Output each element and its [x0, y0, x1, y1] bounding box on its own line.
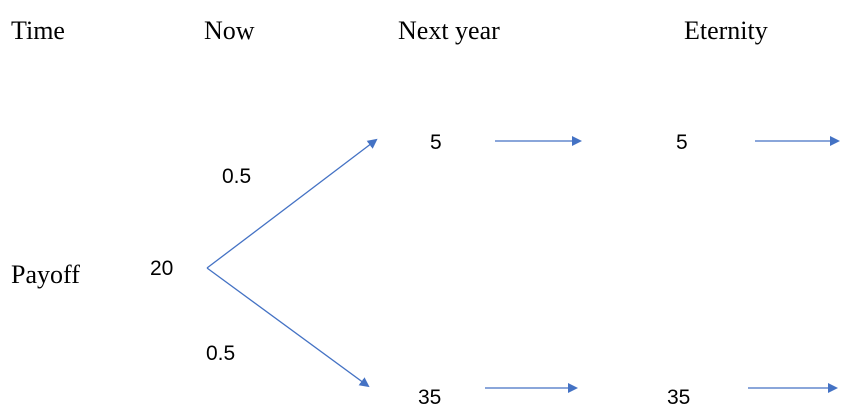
- up-next-year-value: 5: [430, 131, 442, 154]
- branch-down-arrow: [206, 267, 370, 388]
- down-eternity-value: 35: [667, 386, 691, 409]
- header-next-year: Next year: [398, 16, 500, 45]
- down-branch-probability: 0.5: [206, 342, 236, 365]
- header-eternity: Eternity: [684, 16, 768, 45]
- up-branch-probability: 0.5: [222, 165, 252, 188]
- down-next-year-value: 35: [418, 386, 442, 409]
- root-payoff-value: 20: [150, 257, 174, 280]
- header-time: Time: [11, 16, 65, 45]
- payoff-label: Payoff: [11, 260, 80, 289]
- up-eternity-value: 5: [676, 131, 688, 154]
- header-now: Now: [204, 16, 255, 45]
- branch-up-arrow: [206, 138, 378, 269]
